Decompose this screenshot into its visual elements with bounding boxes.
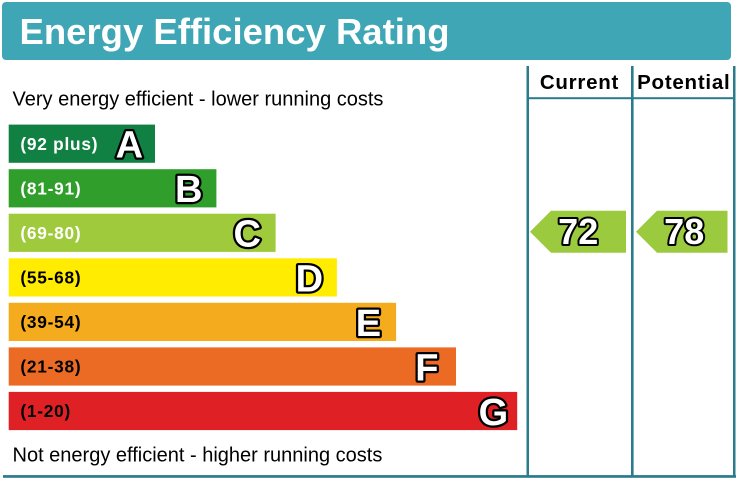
svg-text:72: 72: [558, 211, 598, 252]
svg-text:F: F: [415, 347, 438, 389]
svg-text:Not energy efficient - higher: Not energy efficient - higher running co…: [13, 445, 383, 467]
svg-text:G: G: [479, 392, 509, 434]
svg-text:E: E: [356, 303, 381, 345]
svg-text:78: 78: [664, 211, 704, 252]
svg-text:C: C: [233, 214, 260, 256]
svg-text:(55-68): (55-68): [20, 268, 81, 288]
svg-text:(21-38): (21-38): [20, 357, 81, 377]
svg-text:(39-54): (39-54): [20, 312, 81, 332]
svg-text:Energy Efficiency Rating: Energy Efficiency Rating: [20, 11, 450, 52]
svg-text:(81-91): (81-91): [20, 179, 81, 199]
svg-text:D: D: [296, 258, 323, 300]
svg-text:Current: Current: [540, 71, 619, 94]
svg-text:Very energy efficient - lower: Very energy efficient - lower running co…: [13, 89, 384, 111]
svg-text:(69-80): (69-80): [20, 223, 81, 243]
svg-text:(1-20): (1-20): [20, 401, 71, 421]
svg-text:Potential: Potential: [637, 71, 730, 94]
svg-text:B: B: [175, 169, 202, 211]
svg-text:(92 plus): (92 plus): [20, 134, 98, 154]
svg-text:A: A: [116, 125, 143, 167]
